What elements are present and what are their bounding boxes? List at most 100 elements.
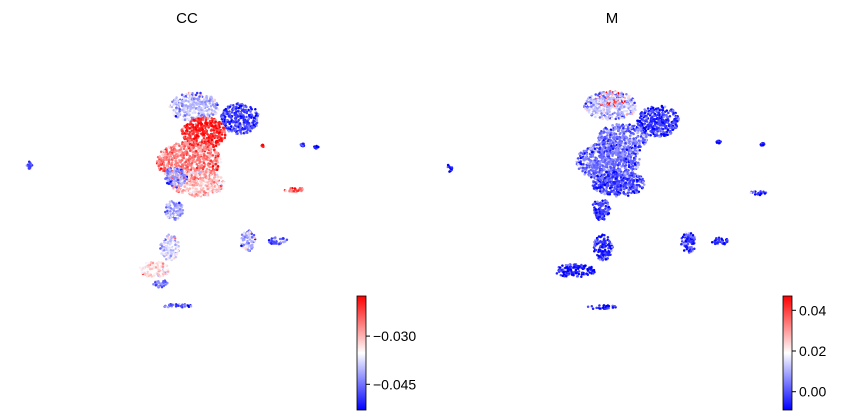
scatter-point: [195, 193, 198, 196]
scatter-point: [194, 150, 198, 153]
scatter-point: [619, 141, 623, 145]
scatter-point: [201, 92, 204, 96]
scatter-point: [205, 136, 209, 140]
scatter-point: [601, 216, 605, 219]
scatter-point: [163, 172, 167, 175]
scatter-point: [606, 173, 610, 177]
scatter-point: [184, 104, 188, 107]
scatter-point: [643, 138, 646, 142]
scatter-point: [216, 178, 220, 181]
scatter-point: [610, 182, 613, 186]
scatter-point: [618, 132, 622, 136]
scatter-point: [170, 241, 173, 245]
scatter-point: [193, 171, 197, 175]
scatter-point: [191, 171, 195, 175]
scatter-point: [169, 152, 172, 156]
scatter-point: [641, 132, 644, 135]
scatter-point: [609, 253, 612, 256]
scatter-point: [199, 149, 202, 153]
scatter-point: [637, 142, 641, 145]
scatter-point: [577, 164, 580, 168]
scatter-point: [167, 258, 170, 261]
scatter-point: [209, 150, 212, 153]
scatter-point: [167, 145, 171, 149]
scatter-point: [248, 126, 251, 129]
scatter-point: [615, 103, 619, 106]
scatter-point: [616, 185, 619, 188]
scatter-point: [616, 179, 619, 182]
scatter-point: [184, 164, 188, 167]
scatter-point: [622, 192, 626, 195]
scatter-point: [203, 171, 206, 174]
scatter-point: [616, 112, 619, 115]
scatter-point: [164, 264, 167, 267]
scatter-point: [193, 154, 197, 158]
scatter-point: [633, 163, 637, 166]
scatter-point: [608, 136, 612, 139]
scatter-point: [607, 190, 611, 194]
scatter-point: [613, 127, 617, 131]
scatter-point: [154, 263, 157, 267]
scatter-point: [637, 161, 640, 165]
scatter-point: [629, 107, 632, 111]
scatter-point: [203, 154, 206, 157]
scatter-point: [196, 131, 200, 135]
scatter-point: [188, 163, 191, 166]
scatter-point: [172, 177, 176, 181]
scatter-point: [181, 102, 184, 106]
scatter-point: [620, 186, 623, 190]
scatter-point: [621, 164, 625, 167]
scatter-point: [169, 172, 172, 176]
scatter-point: [657, 111, 660, 114]
scatter-point: [202, 98, 206, 102]
scatter-point: [649, 130, 652, 133]
scatter-point: [191, 111, 194, 115]
scatter-point: [611, 128, 615, 132]
scatter-point: [593, 181, 596, 184]
scatter-point: [607, 97, 611, 100]
scatter-point: [224, 121, 228, 125]
scatter-point: [208, 180, 211, 183]
scatter-point: [604, 212, 608, 215]
scatter-point: [175, 245, 179, 248]
scatter-point: [212, 104, 216, 108]
scatter-point: [611, 141, 615, 144]
scatter-point: [252, 116, 256, 119]
scatter-point: [632, 156, 636, 160]
scatter-point: [201, 157, 204, 160]
scatter-point: [189, 107, 192, 110]
scatter-point: [618, 126, 621, 129]
scatter-point: [581, 163, 585, 166]
scatter-point: [223, 115, 227, 118]
scatter-point: [163, 169, 166, 172]
scatter-point: [174, 213, 177, 216]
scatter-point: [605, 111, 608, 115]
scatter-point: [163, 149, 166, 153]
scatter-point: [270, 242, 273, 245]
scatter-point: [612, 191, 616, 194]
scatter-point: [637, 145, 640, 149]
scatter-point: [667, 119, 670, 123]
scatter-point: [194, 93, 198, 97]
scatter-point: [607, 243, 610, 247]
scatter-point: [247, 117, 251, 121]
scatter-point: [598, 155, 602, 159]
scatter-point: [272, 241, 276, 244]
scatter-point: [193, 130, 197, 133]
scatter-point: [597, 186, 601, 189]
scatter-point: [627, 150, 631, 153]
scatter-point: [169, 213, 172, 216]
scatter-point: [166, 270, 170, 273]
scatter-point: [179, 204, 182, 207]
scatter-point: [638, 180, 641, 183]
scatter-point: [220, 182, 223, 185]
scatter-point: [177, 304, 180, 308]
scatter-point: [165, 206, 168, 209]
scatter-point: [191, 132, 194, 136]
scatter-point: [645, 125, 648, 129]
scatter-point: [289, 187, 292, 190]
scatter-point: [183, 185, 186, 189]
scatter-point: [223, 131, 227, 134]
scatter-point: [674, 126, 678, 130]
scatter-point: [225, 109, 228, 113]
